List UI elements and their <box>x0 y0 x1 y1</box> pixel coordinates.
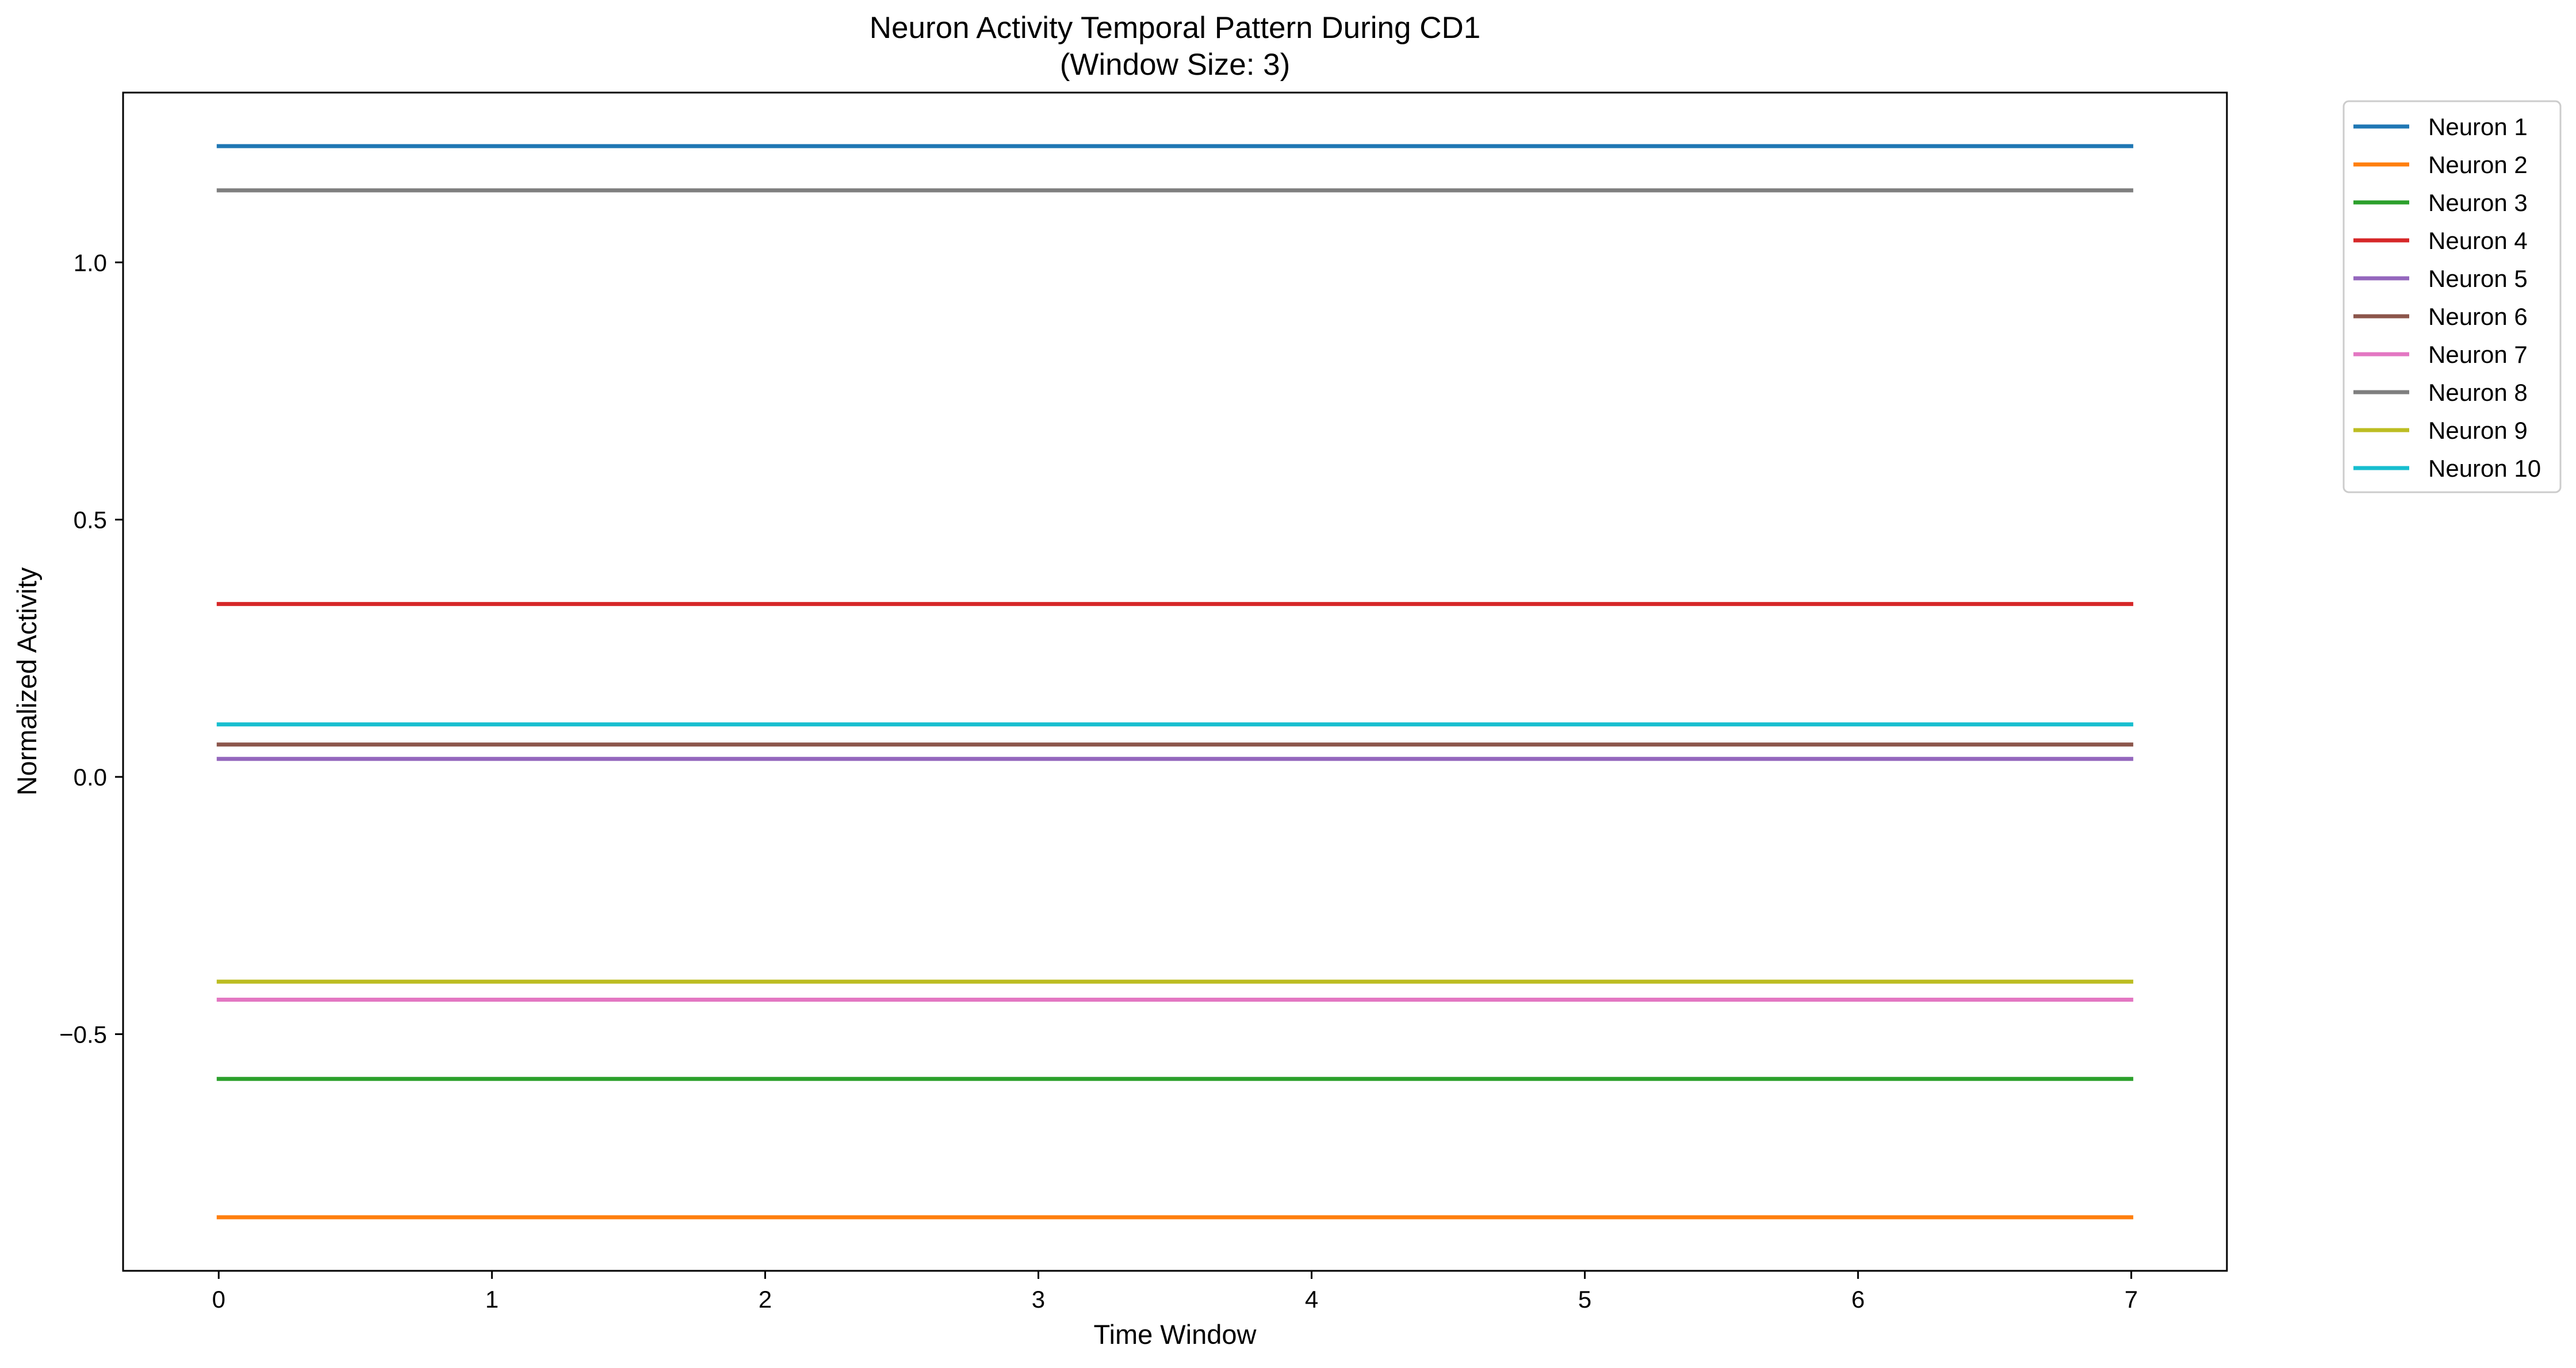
chart-title: Neuron Activity Temporal Pattern During … <box>870 11 1480 45</box>
series-layer <box>216 144 2134 1220</box>
x-tick-label: 7 <box>2125 1286 2138 1313</box>
x-tick-label: 2 <box>759 1286 772 1313</box>
legend-label-neuron-8: Neuron 8 <box>2428 379 2528 406</box>
x-axis-label: Time Window <box>1094 1319 1257 1350</box>
legend-label-neuron-2: Neuron 2 <box>2428 151 2528 178</box>
y-axis: −0.5 0.0 0.5 1.0 <box>59 249 123 1048</box>
legend-label-neuron-5: Neuron 5 <box>2428 265 2528 292</box>
y-tick-label: 0.5 <box>74 507 107 534</box>
x-tick-label: 0 <box>212 1286 225 1313</box>
x-tick-label: 1 <box>485 1286 499 1313</box>
y-axis-label: Normalized Activity <box>12 567 42 795</box>
y-tick-label: −0.5 <box>59 1021 107 1048</box>
legend-label-neuron-6: Neuron 6 <box>2428 303 2528 330</box>
x-axis: 0 1 2 3 4 5 6 7 <box>212 1271 2138 1313</box>
x-tick-label: 6 <box>1851 1286 1865 1313</box>
legend-label-neuron-9: Neuron 9 <box>2428 417 2528 444</box>
legend-label-neuron-4: Neuron 4 <box>2428 227 2528 254</box>
y-tick-label: 0.0 <box>74 764 107 791</box>
legend-label-neuron-1: Neuron 1 <box>2428 113 2528 140</box>
x-tick-label: 3 <box>1032 1286 1045 1313</box>
x-tick-label: 4 <box>1305 1286 1318 1313</box>
legend-label-neuron-7: Neuron 7 <box>2428 341 2528 368</box>
legend-label-neuron-3: Neuron 3 <box>2428 189 2528 216</box>
legend: Neuron 1 Neuron 2 Neuron 3 Neuron 4 Neuron 5… <box>2342 100 2562 493</box>
legend-frame <box>2342 100 2562 493</box>
y-tick-label: 1.0 <box>74 249 107 276</box>
x-tick-label: 5 <box>1578 1286 1591 1313</box>
plot-area-frame <box>122 91 2228 1272</box>
legend-label-neuron-10: Neuron 10 <box>2428 455 2541 482</box>
chart-subtitle: (Window Size: 3) <box>1060 48 1291 82</box>
